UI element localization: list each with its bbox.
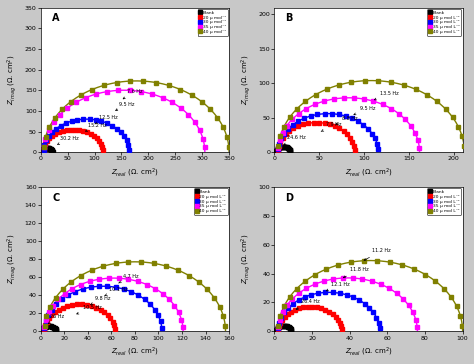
Text: 9.8 Hz: 9.8 Hz xyxy=(91,296,110,305)
Y-axis label: $Z_{imag}$ ($\Omega$. cm$^2$): $Z_{imag}$ ($\Omega$. cm$^2$) xyxy=(239,234,253,284)
Text: 9.5 Hz: 9.5 Hz xyxy=(116,102,134,111)
Text: 7.9 Hz: 7.9 Hz xyxy=(321,122,342,131)
Text: 30.2 Hz: 30.2 Hz xyxy=(57,136,79,145)
Text: 9.5 Hz: 9.5 Hz xyxy=(354,106,376,115)
Legend: Blank, 20 μ mol L⁻¹, 30 μ mol L⁻¹, 35 μ mol L⁻¹, 40 μ mol L⁻¹: Blank, 20 μ mol L⁻¹, 30 μ mol L⁻¹, 35 μ … xyxy=(428,188,461,215)
X-axis label: $Z_{real}$ ($\Omega$. cm$^2$): $Z_{real}$ ($\Omega$. cm$^2$) xyxy=(345,346,392,359)
Text: 15.2 Hz: 15.2 Hz xyxy=(85,123,107,131)
Text: 26.4 Hz: 26.4 Hz xyxy=(296,299,319,309)
Y-axis label: $Z_{imag}$ ($\Omega$. cm$^2$): $Z_{imag}$ ($\Omega$. cm$^2$) xyxy=(6,234,19,284)
Text: 12.5 Hz: 12.5 Hz xyxy=(95,115,118,124)
Text: 10.1 Hz: 10.1 Hz xyxy=(105,286,128,296)
Text: 13.5 Hz: 13.5 Hz xyxy=(374,91,399,100)
Text: 7.6 Hz: 7.6 Hz xyxy=(123,88,143,99)
Text: 12.1 Hz: 12.1 Hz xyxy=(327,282,349,291)
Text: 11.2 Hz: 11.2 Hz xyxy=(364,248,391,260)
Text: B: B xyxy=(286,13,293,23)
X-axis label: $Z_{real}$ ($\Omega$. cm$^2$): $Z_{real}$ ($\Omega$. cm$^2$) xyxy=(111,167,159,179)
X-axis label: $Z_{real}$ ($\Omega$. cm$^2$): $Z_{real}$ ($\Omega$. cm$^2$) xyxy=(345,167,392,179)
Legend: Blank, 20 μ mol⁻¹, 30 μ mol⁻¹, 35 μ mol⁻¹, 40 μ mol⁻¹: Blank, 20 μ mol⁻¹, 30 μ mol⁻¹, 35 μ mol⁻… xyxy=(198,9,228,36)
Text: 4.7 Hz: 4.7 Hz xyxy=(118,274,139,283)
Text: C: C xyxy=(52,193,59,202)
Text: D: D xyxy=(286,193,293,202)
Text: 26 Hz: 26 Hz xyxy=(48,314,64,324)
Text: 24.6 Hz: 24.6 Hz xyxy=(284,135,306,145)
X-axis label: $Z_{real}$ ($\Omega$. cm$^2$): $Z_{real}$ ($\Omega$. cm$^2$) xyxy=(111,346,159,359)
Text: 8.8 Hz: 8.8 Hz xyxy=(336,115,358,124)
Y-axis label: $Z_{imag}$ ($\Omega$. cm$^2$): $Z_{imag}$ ($\Omega$. cm$^2$) xyxy=(6,55,19,105)
Y-axis label: $Z_{imag}$ ($\Omega$. cm$^2$): $Z_{imag}$ ($\Omega$. cm$^2$) xyxy=(239,55,253,105)
Legend: Blank, 20 μ mol L⁻¹, 30 μ mol L⁻¹, 35 μ mol L⁻¹, 40 μ mol L⁻¹: Blank, 20 μ mol L⁻¹, 30 μ mol L⁻¹, 35 μ … xyxy=(194,188,228,215)
Text: 10.5 Hz: 10.5 Hz xyxy=(77,305,102,314)
Legend: Blank, 20 μ mol L⁻¹, 30 μ mol L⁻¹, 35 μ mol L⁻¹, 40 μ mol L⁻¹: Blank, 20 μ mol L⁻¹, 30 μ mol L⁻¹, 35 μ … xyxy=(428,9,461,36)
Text: A: A xyxy=(52,13,60,23)
Text: 11.8 Hz: 11.8 Hz xyxy=(343,267,368,278)
